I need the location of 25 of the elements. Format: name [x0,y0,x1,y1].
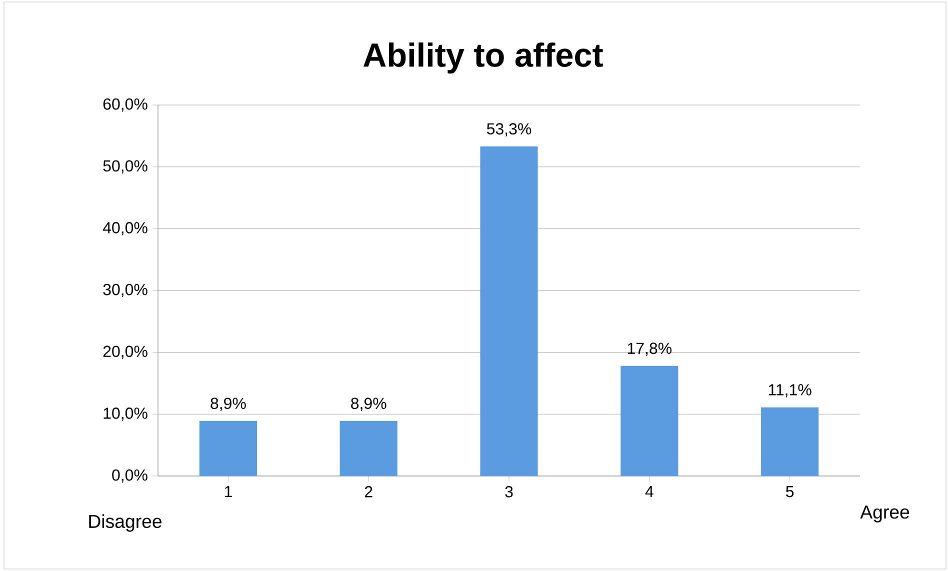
bar [480,146,538,476]
text: Disagree [89,514,162,532]
data-label: 53,3% [486,123,532,136]
bar [761,407,819,476]
x-tick-label: 2 [364,486,372,498]
bar [620,366,678,476]
data-label: 17,8% [628,342,672,356]
x-tick-label: 3 [505,486,513,498]
bar [199,420,257,476]
data-label: 8,9% [351,398,386,411]
y-tick-label: 30,0% [103,284,148,298]
bar [340,420,398,476]
chart-title: Ability to affect [363,42,603,74]
y-tick-label: 10,0% [104,408,148,421]
x-tick-label: 1 [224,486,232,498]
x-tick-label: 4 [645,486,654,498]
data-label: 11,1% [768,384,812,398]
x-tick-label: 5 [786,486,794,498]
data-label: 8,9% [210,398,246,411]
y-tick-label: 20,0% [103,346,148,359]
y-tick-label: 40,0% [102,222,148,236]
y-tick-label: 0,0% [112,469,148,483]
text: Agree [860,506,910,522]
y-tick-label: 50,0% [103,160,148,174]
y-tick-label: 60,0% [103,98,148,112]
